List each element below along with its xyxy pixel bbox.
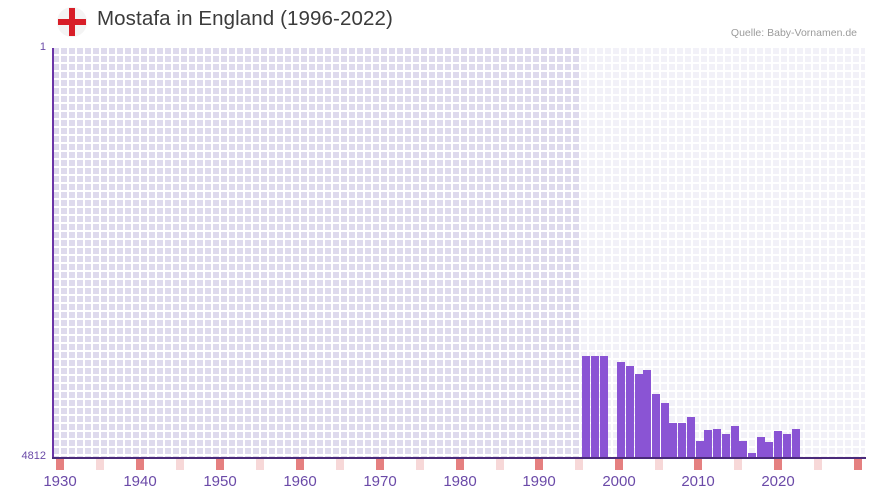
plot-area bbox=[53, 48, 865, 458]
x-tick-major bbox=[376, 459, 384, 470]
y-tick-bottom-label: 4812 bbox=[21, 450, 46, 462]
bar[interactable] bbox=[774, 431, 782, 457]
y-tick-top-label: 1 bbox=[39, 41, 46, 53]
x-tick-label: 1970 bbox=[363, 473, 397, 490]
bar[interactable] bbox=[582, 356, 590, 457]
bar[interactable] bbox=[678, 423, 686, 457]
x-tick-label: 1940 bbox=[123, 473, 157, 490]
x-tick-minor bbox=[416, 459, 424, 470]
bar[interactable] bbox=[687, 417, 695, 457]
bar[interactable] bbox=[635, 374, 643, 457]
bar[interactable] bbox=[792, 429, 800, 457]
bar[interactable] bbox=[783, 434, 791, 457]
x-tick-label: 2020 bbox=[761, 473, 795, 490]
england-flag-icon bbox=[57, 7, 87, 37]
x-tick-minor bbox=[336, 459, 344, 470]
bar[interactable] bbox=[765, 442, 773, 457]
bar[interactable] bbox=[704, 430, 712, 457]
x-tick-minor bbox=[655, 459, 663, 470]
bar[interactable] bbox=[713, 429, 721, 457]
x-tick-label: 1980 bbox=[443, 473, 477, 490]
x-tick-major bbox=[56, 459, 64, 470]
bar[interactable] bbox=[748, 453, 756, 457]
x-tick-minor bbox=[256, 459, 264, 470]
chart-header: Mostafa in England (1996-2022) Quelle: B… bbox=[0, 0, 873, 46]
x-tick-major bbox=[216, 459, 224, 470]
x-tick-minor bbox=[96, 459, 104, 470]
page-title: Mostafa in England (1996-2022) bbox=[97, 7, 393, 30]
x-tick-major bbox=[535, 459, 543, 470]
bar[interactable] bbox=[643, 370, 651, 457]
x-tick-major bbox=[615, 459, 623, 470]
x-tick-label: 1960 bbox=[283, 473, 317, 490]
bar[interactable] bbox=[600, 356, 608, 457]
x-tick-label: 1950 bbox=[203, 473, 237, 490]
x-tick-label: 2010 bbox=[681, 473, 715, 490]
x-tick-major bbox=[694, 459, 702, 470]
x-tick-major bbox=[774, 459, 782, 470]
bar[interactable] bbox=[626, 366, 634, 457]
bar[interactable] bbox=[652, 394, 660, 457]
bar[interactable] bbox=[661, 403, 669, 457]
x-tick-minor bbox=[176, 459, 184, 470]
y-axis-line bbox=[52, 48, 54, 459]
x-tick-label: 2000 bbox=[602, 473, 636, 490]
bar[interactable] bbox=[696, 441, 704, 457]
bar[interactable] bbox=[669, 423, 677, 457]
x-tick-label: 1930 bbox=[43, 473, 77, 490]
bar[interactable] bbox=[731, 426, 739, 457]
bar[interactable] bbox=[722, 434, 730, 457]
x-tick-label: 1990 bbox=[522, 473, 556, 490]
x-tick-major bbox=[854, 459, 862, 470]
x-tick-minor bbox=[734, 459, 742, 470]
x-tick-major bbox=[136, 459, 144, 470]
bar[interactable] bbox=[591, 356, 599, 457]
flag-cross-horizontal bbox=[58, 19, 86, 25]
x-tick-minor bbox=[575, 459, 583, 470]
x-tick-major bbox=[296, 459, 304, 470]
bar[interactable] bbox=[617, 362, 625, 457]
x-tick-major bbox=[456, 459, 464, 470]
bar[interactable] bbox=[739, 441, 747, 457]
source-label: Quelle: Baby-Vornamen.de bbox=[730, 27, 857, 39]
bar[interactable] bbox=[757, 437, 765, 457]
x-tick-minor bbox=[814, 459, 822, 470]
x-axis-line bbox=[52, 457, 866, 459]
x-tick-minor bbox=[496, 459, 504, 470]
